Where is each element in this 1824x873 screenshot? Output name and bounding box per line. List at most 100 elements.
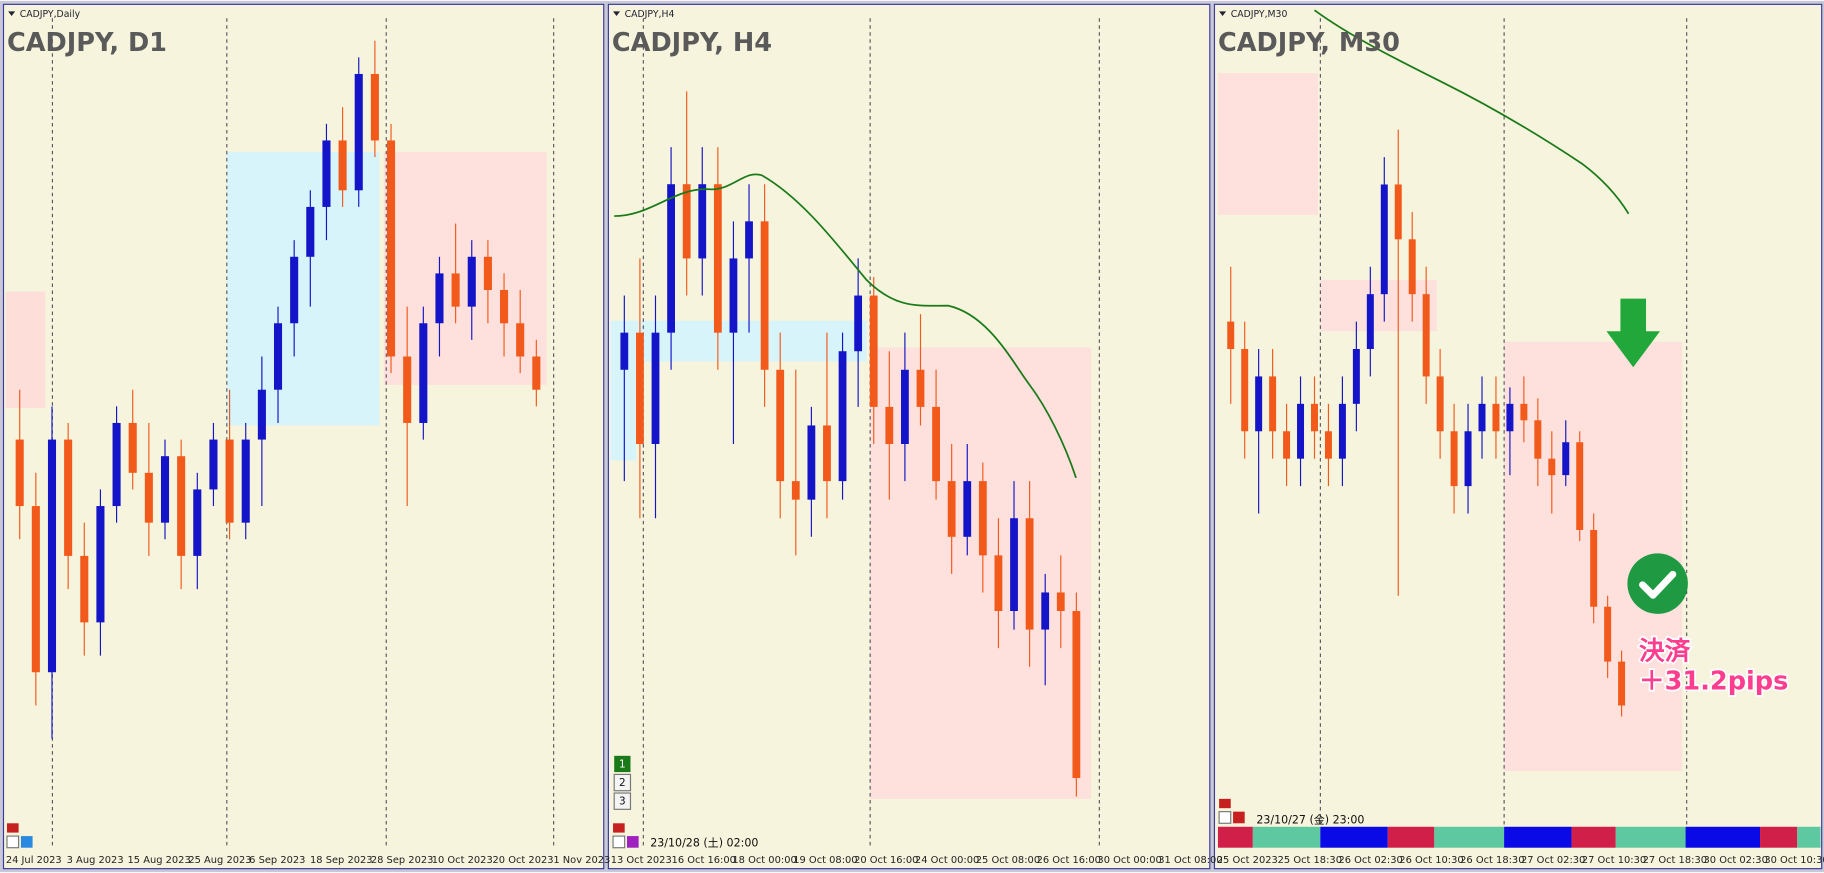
candle-body [1380,184,1388,295]
x-tick-label: 18 Oct 00:00 [732,855,796,866]
candle-body [823,425,831,482]
candle-body [838,351,847,482]
x-tick-label: 13 Oct 2023 [611,855,672,866]
toggle-button[interactable] [1233,811,1245,824]
layer-button[interactable] [614,755,631,773]
candle-body [193,489,202,556]
candle-body [932,406,940,482]
candle-body [31,506,40,673]
candle-body [1506,403,1514,432]
candle-body [636,332,644,445]
candle-body [994,555,1003,612]
candle-body [885,406,894,445]
candle-body [1311,403,1318,432]
close-button[interactable] [612,835,626,849]
candle-body [1422,294,1430,377]
candle-body [1534,420,1542,459]
candle-body [467,256,476,307]
x-tick-label: 30 Oct 00:00 [1097,855,1161,866]
candle-body [1436,376,1444,432]
toggle-button[interactable] [627,836,639,848]
x-tick-label: 20 Oct 16:00 [854,855,918,866]
layer-button[interactable] [613,773,632,792]
candle-body [516,323,525,357]
symbol-arrow [1219,11,1227,16]
bar-block [1320,826,1388,848]
zone [1320,280,1437,332]
candle-body [306,206,315,257]
candle-body [1025,518,1034,630]
candle-body [80,555,89,623]
layer-label[interactable]: 2 [619,777,626,789]
candle-body [338,140,347,191]
candle-body [209,439,218,490]
candle-body [1450,431,1458,487]
candle-body [435,273,444,324]
bar-block [1504,826,1572,848]
x-tick-label: 19 Oct 08:00 [793,855,857,866]
candle-body [177,456,186,556]
candle-body [713,184,722,333]
candle-body [729,258,738,333]
candle-body [1241,349,1249,432]
symbol-label: CADJPY,H4 [625,9,675,20]
candle-body [1056,592,1065,612]
x-tick-label: 26 Oct 16:00 [1037,855,1101,866]
x-tick-label: 16 Oct 16:00 [672,855,736,866]
symbol-label: CADJPY,Daily [20,9,81,20]
candle-body [1408,239,1416,295]
candle-body [1010,518,1018,612]
candle-body [963,481,972,537]
candle-body [64,439,73,556]
chart-title: CADJPY, D1 [7,28,167,58]
x-tick-label: 26 Oct 10:30 [1399,855,1463,866]
candles [15,40,1626,797]
x-tick-label: 28 Sep 2023 [371,855,434,866]
controls [6,755,1245,849]
candle-body [869,295,878,407]
bar-block [1252,826,1321,848]
symbol-label: CADJPY,M30 [1231,9,1288,20]
bar-block [1797,826,1821,848]
candle-body [500,290,509,324]
panel-bg [2,3,605,870]
candle-body [47,439,57,673]
candle-body [698,184,707,259]
timestamp: 23/10/27 (金) 23:00 [1256,813,1364,826]
candle-body [667,184,675,333]
x-tick-label: 10 Oct 2023 [432,855,493,866]
close-button[interactable] [6,835,20,849]
candle-body [947,481,956,537]
x-tick-label: 27 Oct 02:30 [1521,855,1585,866]
sell-arrow [1606,298,1660,368]
bar-block [1615,826,1686,848]
x-tick-label: 1 Nov 2023 [553,855,610,866]
close-button[interactable] [613,823,625,833]
moving-average [614,173,1077,479]
zone [5,291,46,408]
candle-body [1618,661,1626,706]
x-tick-label: 25 Oct 2023 [1217,855,1278,866]
symbol-arrow [613,11,621,16]
candle-body [791,481,800,500]
candle-body [1464,431,1472,487]
layer-button[interactable] [613,792,632,810]
bar-block [1685,826,1761,848]
layer-label[interactable]: 1 [619,758,626,770]
x-tick-label: 20 Oct 2023 [493,855,554,866]
candle-body [1041,592,1050,630]
candle-body [144,472,153,523]
chart-title: CADJPY, M30 [1218,28,1400,58]
candle-body [225,439,234,523]
close-button[interactable] [1219,798,1231,809]
x-tick-label: 24 Jul 2023 [6,855,62,866]
candle-body [257,389,266,440]
close-button[interactable] [1218,811,1232,824]
indicator-bar [1217,826,1821,848]
toggle-button[interactable] [20,836,33,848]
close-button[interactable] [6,823,19,833]
layer-label[interactable]: 3 [619,796,626,808]
candle-body [1366,294,1374,350]
timestamp: 23/10/28 (土) 02:00 [650,837,758,850]
